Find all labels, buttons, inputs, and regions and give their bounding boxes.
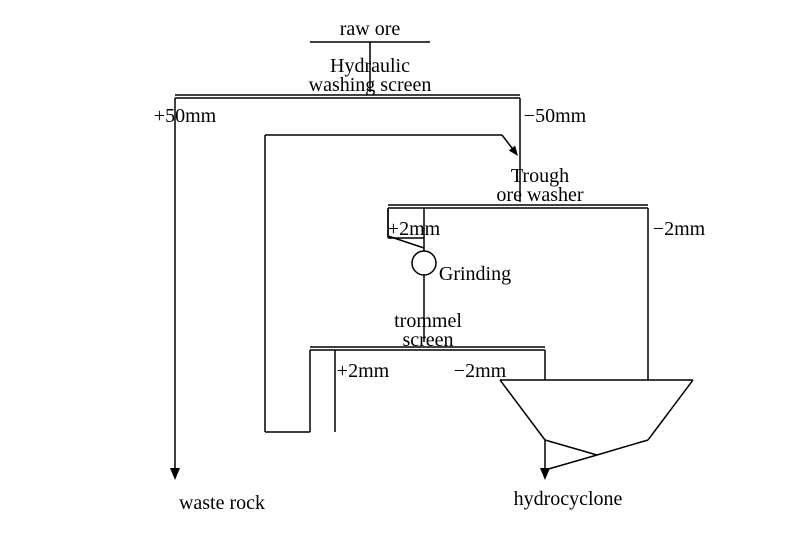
label-grinding: Grinding: [355, 263, 595, 285]
flow-diagram: raw ore Hydraulic washing screen +50mm −…: [0, 0, 800, 539]
label-minus50: −50mm: [435, 105, 675, 127]
label-plus2-upper: +2mm: [294, 218, 534, 240]
label-plus50: +50mm: [65, 105, 305, 127]
label-ore-washer: ore washer: [420, 184, 660, 206]
label-minus2-upper: −2mm: [559, 218, 799, 240]
label-waste-rock: waste rock: [102, 492, 342, 514]
label-screen2: screen: [308, 329, 548, 351]
label-minus2-lower: −2mm: [360, 360, 600, 382]
label-raw-ore: raw ore: [250, 18, 490, 40]
label-washing-screen: washing screen: [250, 74, 490, 96]
label-hydrocyclone: hydrocyclone: [448, 488, 688, 510]
